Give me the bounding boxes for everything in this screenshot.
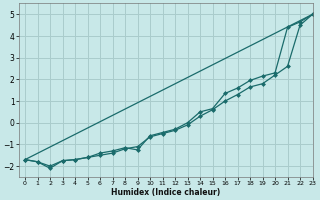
X-axis label: Humidex (Indice chaleur): Humidex (Indice chaleur) [111, 188, 220, 197]
